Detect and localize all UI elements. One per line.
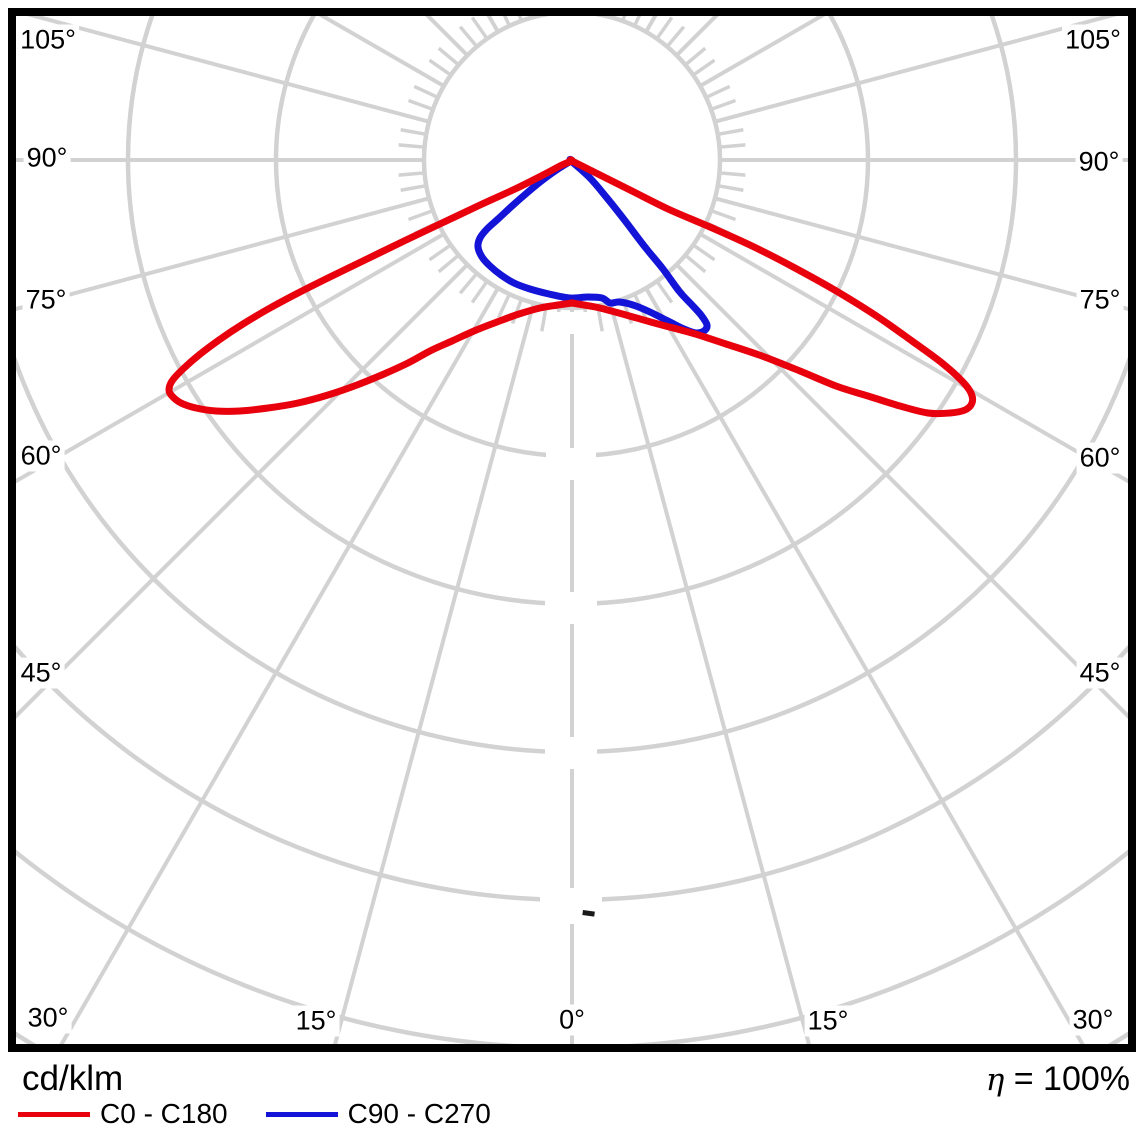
legend-item-c0-c180: C0 - C180: [18, 1098, 228, 1130]
efficiency-readout: η = 100%: [986, 1060, 1130, 1099]
legend: C0 - C180 C90 - C270: [18, 1098, 491, 1130]
legend-label-c0-c180: C0 - C180: [100, 1098, 228, 1129]
curve-c90-c270: [474, 155, 711, 337]
angle-label: 15°: [292, 1005, 340, 1037]
curve-c0-c180: [165, 156, 977, 418]
angle-label: 30°: [24, 1002, 72, 1034]
legend-swatch-red-icon: [18, 1111, 90, 1117]
units-label: cd/klm: [22, 1059, 124, 1098]
angle-label: 90°: [1075, 146, 1123, 178]
angle-label: 75°: [22, 284, 70, 316]
angle-label: 30°: [1069, 1004, 1117, 1036]
angle-label: 45°: [17, 657, 65, 689]
legend-label-c90-c270: C90 - C270: [347, 1098, 491, 1129]
angle-label: 60°: [1076, 442, 1124, 474]
efficiency-value: = 100%: [1013, 1060, 1130, 1098]
angle-label: 105°: [1062, 24, 1124, 56]
angle-label: 0°: [556, 1004, 588, 1036]
angle-label: 15°: [804, 1005, 852, 1037]
angle-label: 90°: [23, 142, 71, 174]
legend-swatch-blue-icon: [265, 1111, 338, 1117]
angle-label: 45°: [1076, 657, 1124, 689]
eta-symbol: η: [985, 1062, 1005, 1098]
legend-item-c90-c270: C90 - C270: [265, 1098, 491, 1130]
angle-label: 60°: [17, 440, 65, 472]
angle-label: 105°: [17, 24, 79, 56]
angle-label: 75°: [1076, 284, 1124, 316]
